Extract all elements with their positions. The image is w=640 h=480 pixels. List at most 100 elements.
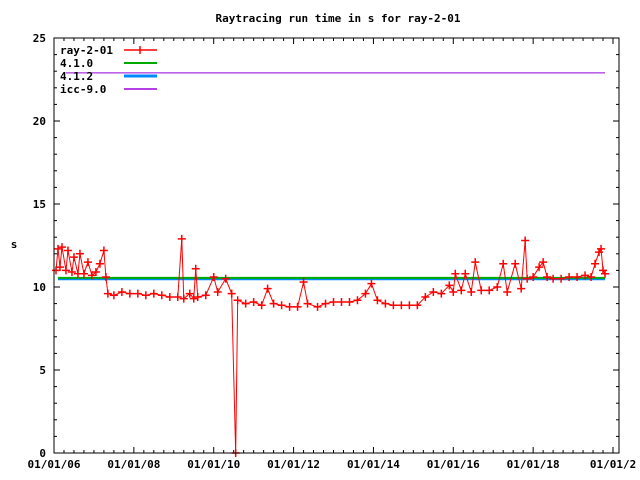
data-point [373,296,382,305]
data-point [95,259,104,268]
plot-border [53,37,620,454]
data-point [277,301,286,310]
data-point [543,273,552,282]
data-point [227,289,236,298]
y-tick-label: 5 [39,364,46,377]
data-point [549,274,558,283]
data-point [329,297,338,306]
data-point [449,287,458,296]
data-point [57,243,66,252]
data-point [565,273,574,282]
data-point [79,269,88,278]
data-point [263,284,272,293]
data-point [345,297,354,306]
data-point [99,246,108,255]
data-point [173,292,182,301]
data-point [529,273,538,282]
data-point [445,281,454,290]
data-point [451,269,460,278]
data-point [257,301,266,310]
data-point [397,301,406,310]
data-point [61,266,70,275]
data-point [221,274,230,283]
data-point [141,291,150,300]
y-tick-label: 25 [33,32,46,45]
y-tick-label: 20 [33,115,46,128]
data-point [209,273,218,282]
data-point [117,287,126,296]
x-tick-label: 01/01/16 [427,458,480,471]
x-tick-label: 01/01/2 [590,458,636,471]
data-point [437,289,446,298]
data-point [177,234,186,243]
x-tick-label: 01/01/08 [107,458,160,471]
x-tick-label: 01/01/06 [28,458,81,471]
data-point [133,289,142,298]
data-point [503,287,512,296]
data-point [321,299,330,308]
data-point [91,268,100,277]
data-point [429,287,438,296]
data-point [421,292,430,301]
data-point [597,244,606,253]
data-point [69,253,78,262]
data-point [193,292,202,301]
x-tick-label: 01/01/18 [507,458,560,471]
data-point [457,286,466,295]
y-axis-label: s [11,238,18,251]
data-point [293,302,302,311]
data-point [55,263,64,272]
data-point [189,294,198,303]
data-point [353,296,362,305]
data-point [477,286,486,295]
data-point [233,296,242,305]
data-point [587,273,596,282]
data-point [185,289,194,298]
chart-title: Raytracing run time in s for ray-2-01 [215,12,460,25]
data-point [149,289,158,298]
x-tick-label: 01/01/12 [267,458,320,471]
data-point [405,301,414,310]
data-point [381,299,390,308]
data-point [511,259,520,268]
data-point [573,273,582,282]
data-point [157,291,166,300]
data-point [485,286,494,295]
y-tick-label: 0 [39,447,46,460]
data-point [103,289,112,298]
data-point [191,264,200,273]
data-point [53,244,62,253]
data-point [591,259,600,268]
data-point [521,236,530,245]
data-point [165,292,174,301]
data-point [201,291,210,300]
data-point [125,289,134,298]
data-point [581,271,590,280]
data-point [557,274,566,283]
legend-label: 4.1.0 [60,57,93,70]
data-point [601,269,610,278]
x-tick-label: 01/01/10 [187,458,240,471]
data-point [303,299,312,308]
data-point [63,246,72,255]
data-point [241,299,250,308]
data-point [213,287,222,296]
data-point [461,269,470,278]
x-tick-label: 01/01/14 [347,458,400,471]
data-point [467,287,476,296]
data-point [539,258,548,267]
y-tick-label: 10 [33,281,46,294]
data-point [67,268,76,277]
data-point [367,279,376,288]
data-point [299,278,308,287]
data-point [523,274,532,283]
data-point [249,297,258,306]
data-point [471,258,480,267]
legend-label: 4.1.2 [60,70,93,83]
data-point [101,273,110,282]
data-point [517,284,526,293]
data-point [535,263,544,272]
data-point [313,302,322,311]
legend-label: ray-2-01 [60,44,113,57]
